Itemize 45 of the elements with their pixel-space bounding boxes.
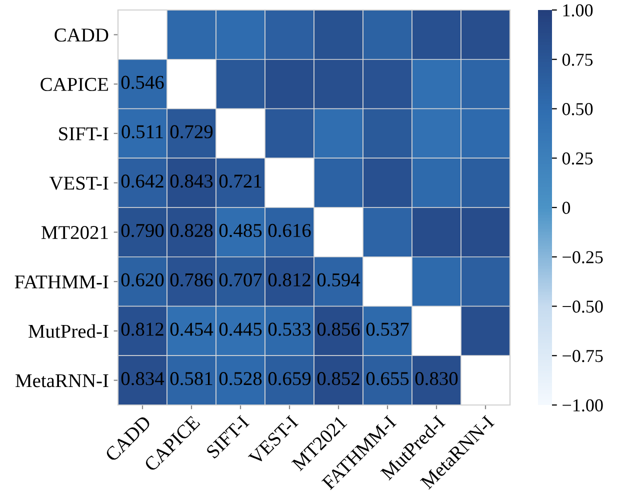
data-label: 0.828 <box>170 224 213 238</box>
data-label: 0.812 <box>268 273 310 287</box>
data-label: 0.707 <box>219 273 262 287</box>
data-label: 0.485 <box>219 224 262 238</box>
data-label: 0.533 <box>268 322 311 336</box>
data-label: 0.786 <box>170 273 213 287</box>
data-label: 0.620 <box>121 273 164 287</box>
color-bar-label: −0.75 <box>562 350 603 362</box>
y-tick-label: MutPred-I <box>28 324 108 338</box>
data-label: 0.812 <box>121 322 164 336</box>
data-label: 0.655 <box>366 372 409 386</box>
y-tick-label: CAPICE <box>40 78 108 91</box>
data-label: 0.594 <box>317 273 360 287</box>
color-bar-label: 0.25 <box>562 152 593 165</box>
data-label: 0.445 <box>219 322 262 336</box>
data-label: 0.581 <box>170 372 212 386</box>
data-label: 0.729 <box>170 125 213 138</box>
data-label: 0.546 <box>121 76 164 90</box>
y-tick-label: CADD <box>54 28 108 42</box>
data-label: 0.830 <box>415 372 458 386</box>
data-label: 0.528 <box>219 372 262 386</box>
color-bar-label: 0.50 <box>562 103 593 116</box>
data-label: 0.856 <box>317 322 360 336</box>
y-tick-label: MT2021 <box>41 226 108 240</box>
data-label: 0.659 <box>268 372 311 386</box>
y-tick-label: VEST-I <box>49 176 108 190</box>
data-label: 0.852 <box>317 372 360 386</box>
color-bar-label: −1.00 <box>562 399 603 412</box>
y-tick-label: SIFT-I <box>59 127 108 140</box>
y-tick-label: MetaRNN-I <box>16 374 108 388</box>
color-bar-label: −0.25 <box>562 251 603 264</box>
color-bar-label: 1.00 <box>563 4 593 17</box>
data-label: 0.537 <box>366 322 409 336</box>
data-label: 0.616 <box>268 224 311 238</box>
color-bar-label: 0 <box>562 202 570 214</box>
color-bar-label: 0.75 <box>562 54 593 66</box>
data-label: 0.642 <box>121 174 164 188</box>
y-tick-label: FATHMM-I <box>14 275 108 288</box>
data-label: 0.790 <box>121 224 164 238</box>
data-label: 0.454 <box>170 322 214 336</box>
color-bar-label: −0.50 <box>562 300 603 313</box>
data-label: 0.834 <box>121 372 164 386</box>
data-label: 0.721 <box>219 174 262 188</box>
data-label: 0.511 <box>122 125 163 138</box>
data-label: 0.843 <box>170 174 213 188</box>
